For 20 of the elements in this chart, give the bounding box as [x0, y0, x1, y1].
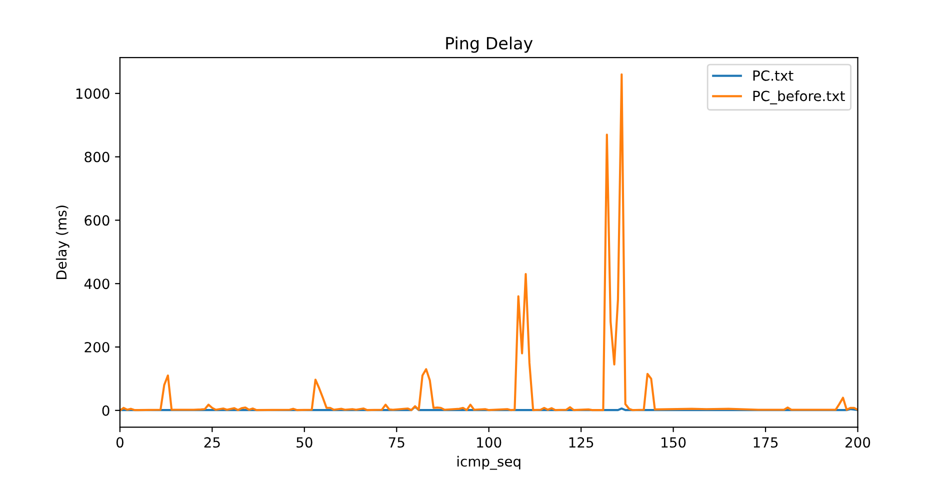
y-tick-label: 0	[102, 405, 110, 416]
x-tick-label: 0	[116, 437, 124, 448]
x-tick-label: 125	[569, 437, 594, 448]
x-tick-label: 75	[388, 437, 404, 448]
y-tick-label: 1000	[76, 88, 110, 99]
x-tick-label: 100	[477, 437, 502, 448]
chart-title: Ping Delay	[446, 36, 533, 53]
x-tick-label: 50	[296, 437, 312, 448]
x-tick-label: 175	[754, 437, 778, 448]
y-tick-label: 600	[84, 215, 110, 226]
x-axis-title: icmp_seq	[457, 456, 520, 470]
y-tick-label: 200	[84, 342, 110, 352]
x-tick-label: 200	[846, 437, 870, 448]
legend-label: PC.txt	[753, 70, 794, 81]
x-tick-label: 150	[662, 437, 686, 448]
y-tick-label: 800	[84, 152, 110, 162]
x-tick-label: 25	[204, 437, 220, 448]
legend-label: PC_before.txt	[753, 90, 845, 104]
y-tick-label: 400	[84, 278, 110, 290]
y-axis-title: Delay (ms)	[56, 206, 70, 279]
